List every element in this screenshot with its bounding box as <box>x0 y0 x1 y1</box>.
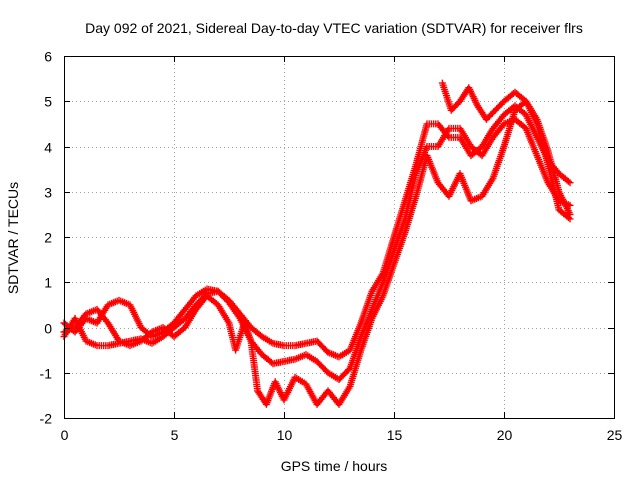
x-tick-label: 5 <box>171 427 179 443</box>
data-series <box>60 79 574 408</box>
y-tick-label: -2 <box>40 411 53 427</box>
x-tick-label: 15 <box>387 427 403 443</box>
y-tick-label: 5 <box>44 94 52 110</box>
series-track-4 <box>438 79 574 218</box>
x-tick-label: 10 <box>277 427 293 443</box>
y-tick-label: 2 <box>44 230 52 246</box>
x-axis-label: GPS time / hours <box>281 458 388 474</box>
y-tick-label: 0 <box>44 321 52 337</box>
y-tick-label: 6 <box>44 49 52 65</box>
x-tick-label: 25 <box>607 427 623 443</box>
x-tick-label: 20 <box>497 427 513 443</box>
y-tick-label: -1 <box>40 366 53 382</box>
axis-ticks <box>64 56 615 419</box>
x-tick-label: 0 <box>61 427 69 443</box>
x-tick-labels: 0 5 10 15 20 25 <box>61 427 623 443</box>
chart-title: Day 092 of 2021, Sidereal Day-to-day VTE… <box>85 20 583 36</box>
marker-trace <box>438 79 574 218</box>
y-tick-label: 3 <box>44 185 52 201</box>
y-tick-label: 4 <box>44 140 52 156</box>
y-axis-label: SDTVAR / TECUs <box>5 182 21 294</box>
y-tick-labels: -2 -1 0 1 2 3 4 5 6 <box>40 49 53 427</box>
y-tick-label: 1 <box>44 275 52 291</box>
